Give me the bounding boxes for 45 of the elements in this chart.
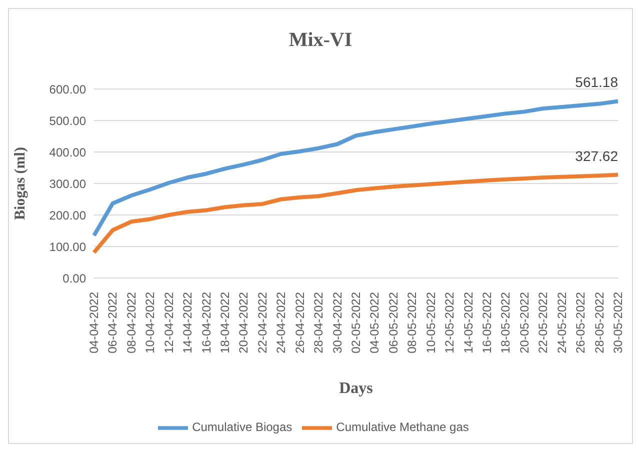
x-tick-label: 10-04-2022 bbox=[143, 292, 158, 354]
x-tick-label: 18-04-2022 bbox=[218, 292, 232, 354]
x-tick-label: 16-04-2022 bbox=[199, 292, 214, 354]
x-tick-label: 28-05-2022 bbox=[592, 292, 606, 354]
x-tick-label: 04-05-2022 bbox=[368, 292, 382, 354]
x-tick-label: 08-05-2022 bbox=[405, 292, 420, 354]
x-tick-label: 24-05-2022 bbox=[554, 292, 569, 354]
x-axis-title: Days bbox=[339, 380, 373, 397]
y-tick-label: 600.00 bbox=[49, 82, 86, 96]
x-tick-label: 20-04-2022 bbox=[236, 292, 251, 354]
x-tick-label: 26-05-2022 bbox=[574, 292, 588, 354]
line-series bbox=[92, 99, 620, 238]
x-tick-label: 08-04-2022 bbox=[124, 292, 138, 354]
data-label: 561.18 bbox=[575, 74, 618, 90]
y-tick-label: 100.00 bbox=[49, 240, 86, 254]
x-tick-label: 26-04-2022 bbox=[292, 292, 307, 354]
x-tick-label: 16-05-2022 bbox=[480, 292, 494, 354]
x-tick-label: 18-05-2022 bbox=[498, 292, 513, 354]
x-tick-label: 20-05-2022 bbox=[517, 292, 532, 354]
data-label: 327.62 bbox=[575, 148, 618, 164]
y-tick-label: 200.00 bbox=[49, 208, 86, 222]
x-tick-label: 14-04-2022 bbox=[180, 292, 195, 354]
x-tick-label: 04-04-2022 bbox=[87, 292, 101, 354]
x-tick-label: 14-05-2022 bbox=[461, 292, 476, 354]
x-tick-label: 12-05-2022 bbox=[442, 292, 457, 354]
legend-label: Cumulative Methane gas bbox=[336, 420, 469, 434]
y-tick-label: 0.00 bbox=[62, 271, 86, 286]
x-tick-label: 06-04-2022 bbox=[106, 292, 120, 354]
x-tick-label: 10-05-2022 bbox=[424, 292, 438, 354]
x-tick-label: 30-05-2022 bbox=[611, 292, 625, 354]
y-tick-label: 500.00 bbox=[49, 114, 86, 128]
x-tick-label: 06-05-2022 bbox=[386, 292, 400, 354]
y-tick-label: 400.00 bbox=[49, 145, 86, 160]
x-tick-label: 02-05-2022 bbox=[349, 292, 363, 354]
x-tick-label: 12-04-2022 bbox=[162, 292, 176, 354]
x-tick-label: 30-04-2022 bbox=[330, 292, 344, 354]
line-series bbox=[92, 172, 620, 254]
chart-title: Mix-VI bbox=[288, 28, 354, 53]
x-tick-label: 22-04-2022 bbox=[255, 292, 270, 354]
y-axis-title: Biogas (ml) bbox=[12, 147, 28, 220]
legend-label: Cumulative Biogas bbox=[192, 420, 292, 434]
x-tick-label: 28-04-2022 bbox=[312, 292, 326, 354]
x-tick-label: 22-05-2022 bbox=[536, 292, 550, 354]
x-tick-label: 24-04-2022 bbox=[274, 292, 288, 354]
y-tick-label: 300.00 bbox=[49, 176, 86, 191]
